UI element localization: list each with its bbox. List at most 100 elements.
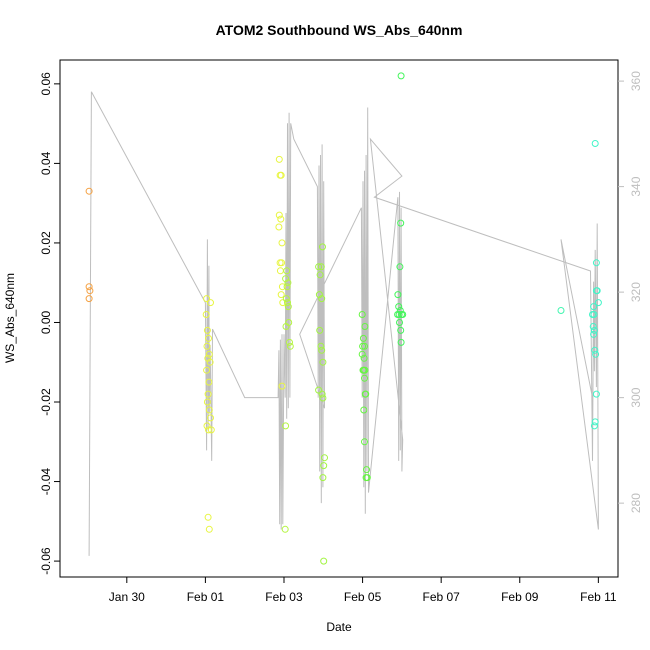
data-point <box>397 326 405 334</box>
data-point <box>594 299 602 307</box>
plot-frame <box>59 59 619 578</box>
data-point <box>277 171 285 179</box>
data-point <box>275 223 283 231</box>
data-point <box>282 275 290 283</box>
data-point <box>590 303 598 311</box>
data-point <box>203 422 211 430</box>
data-point <box>397 338 405 346</box>
data-point <box>318 390 326 398</box>
data-point <box>396 263 404 271</box>
data-point <box>319 358 327 366</box>
data-point <box>284 303 292 311</box>
data-point <box>207 414 214 422</box>
data-point <box>205 426 212 434</box>
data-point <box>283 267 291 275</box>
x-tick-label: Feb 05 <box>344 590 382 604</box>
data-point <box>317 263 325 271</box>
data-point <box>203 398 211 406</box>
data-point <box>278 239 286 247</box>
data-point <box>204 390 212 398</box>
data-point <box>205 350 213 358</box>
y2-tick-label: 340 <box>629 176 643 196</box>
data-point <box>395 303 403 311</box>
y-tick-label: 0.00 <box>39 310 53 334</box>
data-point <box>85 283 93 291</box>
data-point <box>316 271 324 279</box>
data-point <box>591 346 599 354</box>
right-axis-trace <box>88 91 599 556</box>
data-point <box>203 326 211 334</box>
data-point <box>592 259 600 267</box>
data-point <box>358 311 366 318</box>
x-tick-label: Jan 30 <box>109 590 145 604</box>
data-point <box>85 295 93 303</box>
data-point <box>592 390 600 398</box>
y-tick-label: 0.02 <box>39 231 53 255</box>
trace-line <box>88 91 599 556</box>
data-point <box>207 426 215 434</box>
data-point <box>397 72 405 80</box>
x-axis: Jan 30 Feb 01 Feb 03 Feb 05 Feb 07 Feb 09 Feb … <box>109 577 617 604</box>
data-point <box>395 311 403 318</box>
data-point <box>359 334 367 342</box>
data-point <box>203 366 211 374</box>
data-point <box>320 557 328 565</box>
data-point <box>361 438 368 446</box>
data-point <box>203 295 211 303</box>
data-point <box>590 311 598 318</box>
data-point <box>286 342 294 350</box>
x-tick-label: Feb 03 <box>265 590 303 604</box>
data-point <box>279 299 287 307</box>
data-point <box>590 326 598 334</box>
data-point <box>282 323 290 330</box>
data-point <box>284 299 291 307</box>
data-point <box>275 211 283 219</box>
data-point <box>205 406 213 414</box>
data-point <box>360 354 368 362</box>
y-tick-label: 0.04 <box>39 151 53 175</box>
x-tick-label: Feb 07 <box>422 590 460 604</box>
data-point <box>591 140 599 147</box>
data-point <box>362 390 370 398</box>
data-point <box>361 366 369 374</box>
x-tick-label: Feb 11 <box>580 590 617 604</box>
data-point <box>590 330 598 338</box>
y-tick-label: -0.02 <box>39 388 53 416</box>
data-point <box>318 346 326 354</box>
data-point <box>394 291 402 299</box>
data-point <box>592 350 600 358</box>
data-point <box>204 513 212 521</box>
data-point <box>282 295 290 303</box>
data-point <box>205 334 212 342</box>
data-point <box>207 299 214 307</box>
y-tick-label: -0.04 <box>39 468 53 496</box>
data-point <box>276 267 284 275</box>
y2-tick-label: 300 <box>629 387 643 407</box>
data-point <box>281 525 289 533</box>
data-point <box>358 350 366 358</box>
data-point <box>202 311 210 318</box>
data-point <box>590 422 598 430</box>
data-point <box>206 358 214 366</box>
data-point <box>203 342 211 350</box>
data-point <box>317 342 325 350</box>
data-point <box>278 382 286 390</box>
data-point <box>315 291 323 299</box>
y2-tick-label: 320 <box>629 282 643 302</box>
y2-axis: 280 300 320 340 360 <box>618 71 643 513</box>
data-point <box>315 263 323 271</box>
y2-tick-label: 360 <box>629 71 643 91</box>
data-point <box>282 422 290 430</box>
data-point <box>589 323 597 330</box>
data-point <box>283 283 291 291</box>
data-point <box>397 219 405 227</box>
x-axis-label: Date <box>326 620 352 634</box>
data-point <box>557 307 565 314</box>
x-tick-label: Feb 01 <box>187 590 225 604</box>
data-point <box>359 342 367 350</box>
data-points <box>85 72 602 565</box>
data-point <box>363 474 371 482</box>
data-point <box>277 291 285 299</box>
data-point <box>275 155 283 163</box>
